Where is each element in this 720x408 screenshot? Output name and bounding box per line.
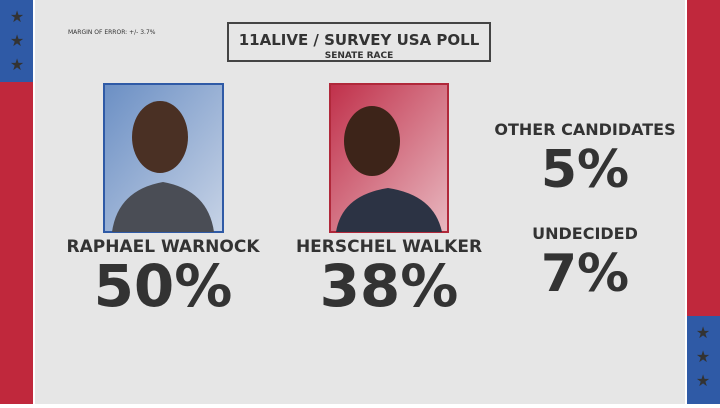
svg-text:★: ★ [10,7,24,26]
subtitle: SENATE RACE [325,51,394,61]
photo-warnock [103,83,224,233]
stars: ★ ★ ★ [696,323,710,390]
stars: ★ ★ ★ [10,7,24,74]
margin-of-error: MARGIN OF ERROR: +/- 3.7% [68,29,156,36]
svg-text:★: ★ [696,371,710,390]
svg-text:★: ★ [696,347,710,366]
svg-text:★: ★ [10,55,24,74]
svg-text:★: ★ [696,323,710,342]
candidate-share: 38% [320,252,459,320]
candidate-share: 50% [94,252,233,320]
other-share: 5% [541,140,629,200]
svg-text:★: ★ [10,31,24,50]
title: 11ALIVE / SURVEY USA POLL [239,31,480,49]
other-label: OTHER CANDIDATES [494,120,675,139]
left-star-box [0,0,34,82]
right-star-box [686,316,720,404]
other-share: 7% [541,244,629,304]
photo-walker [329,83,449,233]
other-label: UNDECIDED [532,224,638,243]
candidate-name: RAPHAEL WARNOCK [66,237,260,257]
title-box [227,22,491,62]
candidate-name: HERSCHEL WALKER [296,237,482,257]
